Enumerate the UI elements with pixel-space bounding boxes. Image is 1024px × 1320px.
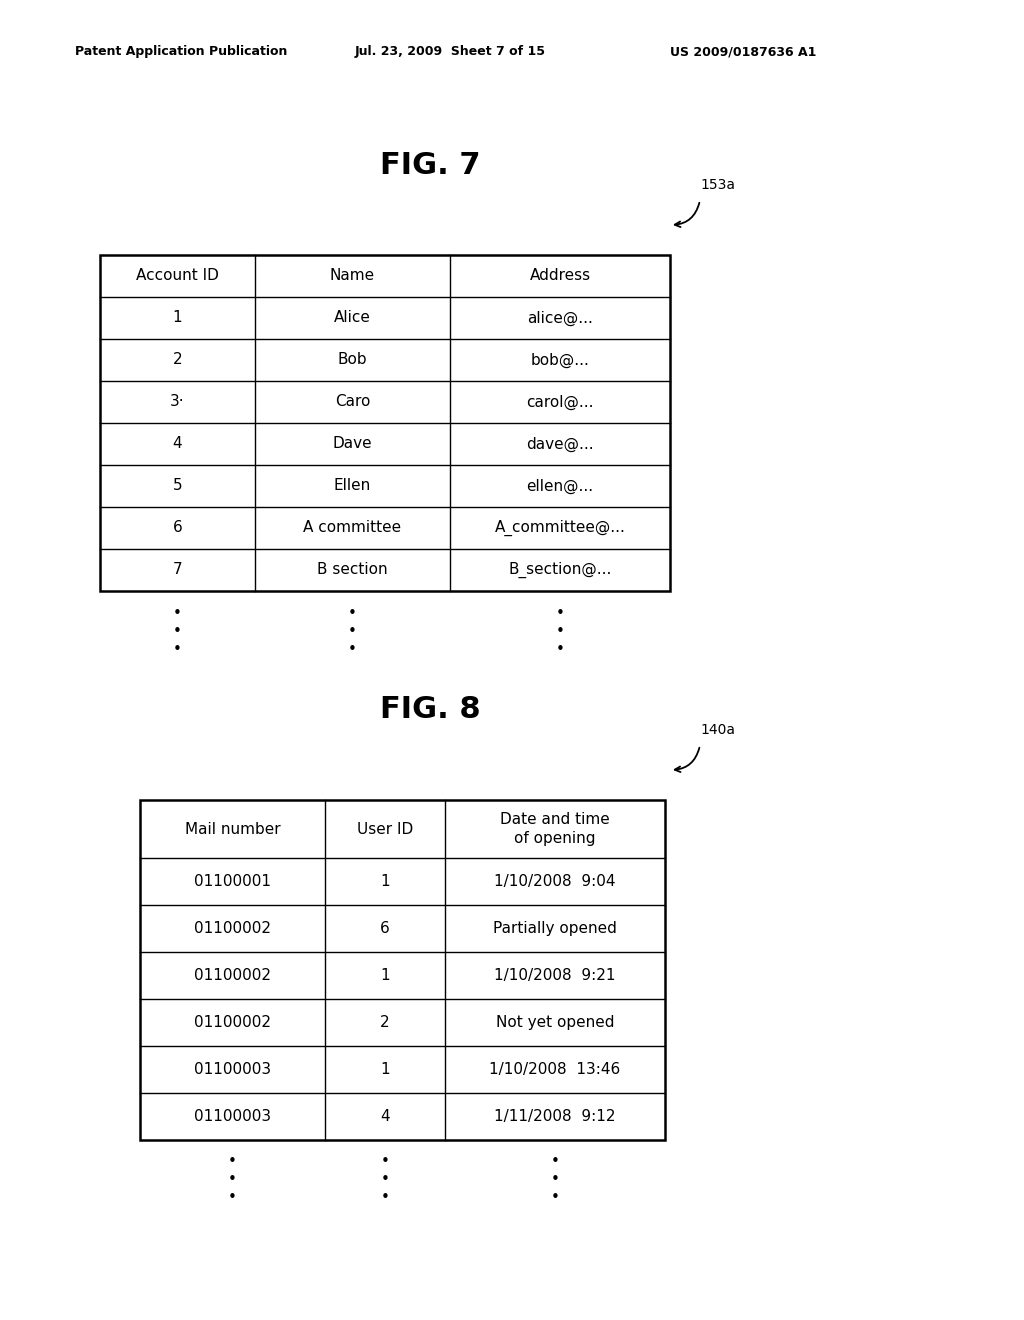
Text: B section: B section xyxy=(317,562,388,578)
Text: bob@...: bob@... xyxy=(530,352,590,367)
Text: •: • xyxy=(348,642,357,656)
Text: •: • xyxy=(551,1172,559,1188)
Text: Caro: Caro xyxy=(335,395,371,409)
Text: 1/11/2008  9:12: 1/11/2008 9:12 xyxy=(495,1109,615,1125)
Text: A_committee@...: A_committee@... xyxy=(495,520,626,536)
Text: ellen@...: ellen@... xyxy=(526,478,594,494)
Text: Date and time
of opening: Date and time of opening xyxy=(500,812,610,846)
Text: alice@...: alice@... xyxy=(527,310,593,326)
Text: 2: 2 xyxy=(173,352,182,367)
Text: 01100001: 01100001 xyxy=(194,874,271,888)
Text: Not yet opened: Not yet opened xyxy=(496,1015,614,1030)
Text: •: • xyxy=(556,606,564,620)
Text: 4: 4 xyxy=(380,1109,390,1125)
Text: 1/10/2008  9:21: 1/10/2008 9:21 xyxy=(495,968,615,983)
Text: B_section@...: B_section@... xyxy=(508,562,611,578)
Text: •: • xyxy=(551,1155,559,1170)
Text: 01100002: 01100002 xyxy=(194,968,271,983)
Text: Alice: Alice xyxy=(334,310,371,326)
Text: 01100002: 01100002 xyxy=(194,1015,271,1030)
Text: •: • xyxy=(348,623,357,639)
Text: Account ID: Account ID xyxy=(136,268,219,284)
Text: 1: 1 xyxy=(173,310,182,326)
Text: Name: Name xyxy=(330,268,375,284)
Text: Partially opened: Partially opened xyxy=(494,921,616,936)
Text: •: • xyxy=(556,642,564,656)
Text: 4: 4 xyxy=(173,437,182,451)
Bar xyxy=(140,800,665,1140)
Text: •: • xyxy=(381,1155,389,1170)
Text: dave@...: dave@... xyxy=(526,437,594,451)
Text: •: • xyxy=(228,1172,237,1188)
Text: Patent Application Publication: Patent Application Publication xyxy=(75,45,288,58)
Text: 140a: 140a xyxy=(700,723,735,737)
Text: 1/10/2008  13:46: 1/10/2008 13:46 xyxy=(489,1063,621,1077)
Text: 5: 5 xyxy=(173,479,182,494)
Text: 1/10/2008  9:04: 1/10/2008 9:04 xyxy=(495,874,615,888)
Text: •: • xyxy=(228,1191,237,1205)
Text: 3·: 3· xyxy=(170,395,184,409)
Text: Address: Address xyxy=(529,268,591,284)
Text: 01100002: 01100002 xyxy=(194,921,271,936)
Text: •: • xyxy=(173,642,182,656)
Text: 6: 6 xyxy=(173,520,182,536)
Text: US 2009/0187636 A1: US 2009/0187636 A1 xyxy=(670,45,816,58)
Text: FIG. 8: FIG. 8 xyxy=(380,696,480,725)
Text: 7: 7 xyxy=(173,562,182,578)
Text: 1: 1 xyxy=(380,968,390,983)
Text: Dave: Dave xyxy=(333,437,373,451)
Text: •: • xyxy=(173,606,182,620)
Text: Jul. 23, 2009  Sheet 7 of 15: Jul. 23, 2009 Sheet 7 of 15 xyxy=(355,45,546,58)
Text: A committee: A committee xyxy=(303,520,401,536)
Text: •: • xyxy=(228,1155,237,1170)
Text: 1: 1 xyxy=(380,874,390,888)
Text: FIG. 7: FIG. 7 xyxy=(380,150,480,180)
Text: 01100003: 01100003 xyxy=(194,1063,271,1077)
Bar xyxy=(100,255,670,591)
Text: •: • xyxy=(173,623,182,639)
Text: 6: 6 xyxy=(380,921,390,936)
Text: carol@...: carol@... xyxy=(526,395,594,409)
Text: Mail number: Mail number xyxy=(184,821,281,837)
Text: Bob: Bob xyxy=(338,352,368,367)
Text: 153a: 153a xyxy=(700,178,735,191)
Text: •: • xyxy=(381,1172,389,1188)
Text: 01100003: 01100003 xyxy=(194,1109,271,1125)
Text: •: • xyxy=(556,623,564,639)
Text: Ellen: Ellen xyxy=(334,479,371,494)
Text: •: • xyxy=(381,1191,389,1205)
Text: User ID: User ID xyxy=(357,821,413,837)
Text: 1: 1 xyxy=(380,1063,390,1077)
Text: •: • xyxy=(348,606,357,620)
Text: 2: 2 xyxy=(380,1015,390,1030)
Text: •: • xyxy=(551,1191,559,1205)
